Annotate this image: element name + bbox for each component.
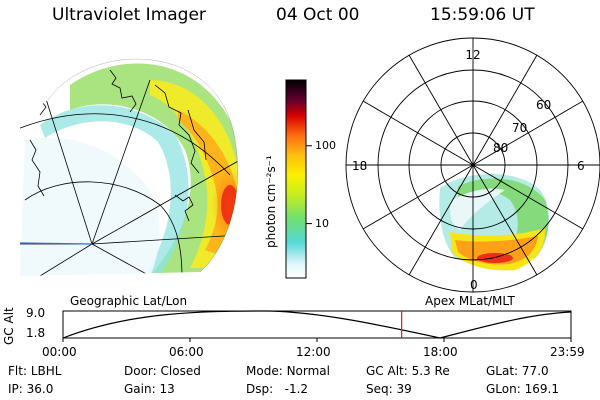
timeline-right-title: Apex MLat/MLT [425, 294, 515, 308]
info-ip: IP: 36.0 [8, 382, 54, 396]
colorbar-label-100: 100 [315, 138, 336, 152]
lat-lon-grid [20, 79, 238, 277]
polar-mlt-panel: 12 18 6 0 80 70 60 [345, 37, 600, 293]
mlat-label-60: 60 [536, 98, 551, 112]
info-dsp: Dsp: -1.2 [246, 382, 309, 396]
timeline-tick-1200: 12:00 [296, 345, 331, 359]
colorbar-label-10: 10 [315, 216, 329, 230]
mlt-label-18: 18 [352, 159, 367, 173]
timeline-y-max: 9.0 [26, 306, 46, 320]
timeline-ticks [62, 338, 572, 342]
colorbar [285, 79, 312, 279]
timeline-tick-0000: 00:00 [42, 345, 77, 359]
observation-time: 15:59:06 UT [430, 5, 535, 25]
info-mode: Mode: Normal [246, 364, 330, 378]
polar-aurora-orange [455, 236, 538, 265]
observation-date: 04 Oct 00 [276, 5, 360, 25]
colorbar-gradient [285, 79, 307, 279]
mlt-label-12: 12 [465, 48, 480, 62]
timeline-left-title: Geographic Lat/Lon [70, 294, 188, 308]
info-gc-alt: GC Alt: 5.3 Re [366, 364, 450, 378]
mlt-label-0: 0 [470, 278, 478, 292]
mlat-label-80: 80 [493, 141, 508, 155]
info-seq: Seq: 39 [366, 382, 412, 396]
timeline-y-min: 1.8 [26, 326, 46, 340]
polar-grid [345, 37, 600, 293]
instrument-title: Ultraviolet Imager [52, 5, 206, 25]
altitude-timeline [62, 310, 572, 342]
altitude-curve [62, 310, 572, 339]
info-gain: Gain: 13 [124, 382, 175, 396]
info-door: Door: Closed [124, 364, 201, 378]
timeline-tick-1800: 18:00 [423, 345, 458, 359]
mlat-label-70: 70 [512, 121, 527, 135]
colorbar-unit-label: photon cm⁻²s⁻¹ [264, 155, 278, 248]
aurora-cyan-edge [40, 105, 189, 276]
timeline-tick-2359: 23:59 [550, 345, 585, 359]
timeline-tick-0600: 06:00 [169, 345, 204, 359]
info-glat: GLat: 77.0 [486, 364, 549, 378]
mlt-label-6: 6 [577, 159, 585, 173]
geographic-map-panel [20, 58, 238, 277]
timeline-axis-label: GC Alt [2, 307, 16, 345]
info-glon: GLon: 169.1 [486, 382, 559, 396]
ocean-line [20, 242, 93, 245]
info-filter: Flt: LBHL [8, 364, 62, 378]
